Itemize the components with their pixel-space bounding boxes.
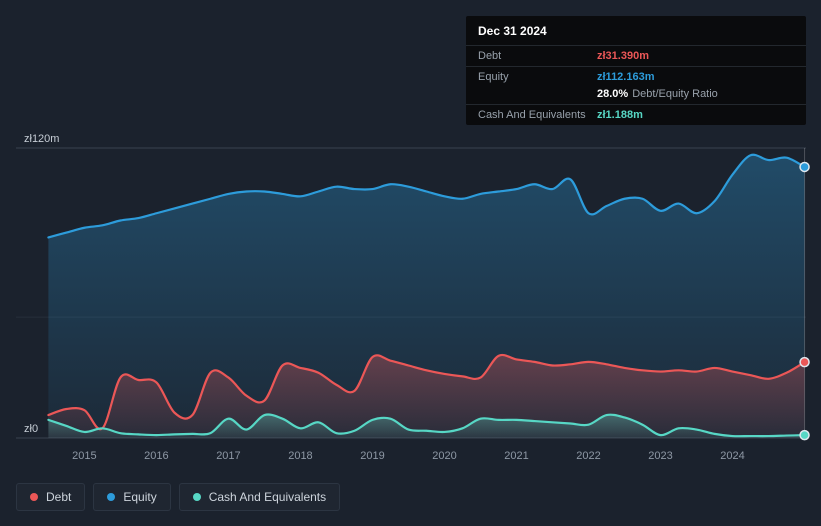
svg-text:zł120m: zł120m [24, 133, 59, 145]
svg-text:zł0: zł0 [24, 423, 38, 435]
tooltip-date: Dec 31 2024 [478, 24, 547, 38]
svg-text:2023: 2023 [648, 450, 672, 462]
debt-dot-icon [30, 493, 38, 501]
tooltip-debt-label: Debt [478, 50, 502, 62]
tooltip-debt-value: zł31.390m [597, 50, 649, 62]
tooltip-cash-label: Cash And Equivalents [478, 109, 586, 121]
legend: Debt Equity Cash And Equivalents [16, 483, 341, 511]
tooltip-equity-label: Equity [478, 71, 509, 83]
tooltip-cash-value: zł1.188m [597, 109, 643, 121]
svg-text:2019: 2019 [360, 450, 384, 462]
tooltip: Dec 31 2024 Debt zł31.390m Equity zł112.… [466, 16, 806, 125]
svg-text:2018: 2018 [288, 450, 312, 462]
legend-item-cash[interactable]: Cash And Equivalents [178, 483, 341, 511]
tooltip-debt-row: Debt zł31.390m [466, 45, 806, 66]
svg-text:2017: 2017 [216, 450, 240, 462]
cash-dot-icon [192, 493, 201, 501]
svg-text:2015: 2015 [72, 450, 96, 462]
equity-dot-icon [107, 493, 116, 501]
legend-label-cash: Cash And Equivalents [208, 490, 327, 504]
svg-text:2021: 2021 [504, 450, 528, 462]
tooltip-ratio-label: Debt/Equity Ratio [632, 88, 718, 100]
legend-item-debt[interactable]: Debt [16, 483, 86, 511]
tooltip-equity-value: zł112.163m [597, 71, 655, 83]
svg-text:2020: 2020 [432, 450, 456, 462]
tooltip-cash-row: Cash And Equivalents zł1.188m [466, 104, 806, 125]
tooltip-equity-row: Equity zł112.163m [466, 66, 806, 87]
svg-text:2024: 2024 [720, 450, 744, 462]
tooltip-ratio-value: 28.0% [597, 88, 629, 100]
legend-label-equity: Equity [123, 490, 157, 504]
tooltip-ratio: 28.0% Debt/Equity Ratio [597, 88, 794, 100]
svg-text:2022: 2022 [576, 450, 600, 462]
legend-item-equity[interactable]: Equity [93, 483, 171, 511]
legend-label-debt: Debt [46, 490, 72, 504]
tooltip-ratio-row: 28.0% Debt/Equity Ratio [466, 87, 806, 104]
svg-text:2016: 2016 [144, 450, 168, 462]
